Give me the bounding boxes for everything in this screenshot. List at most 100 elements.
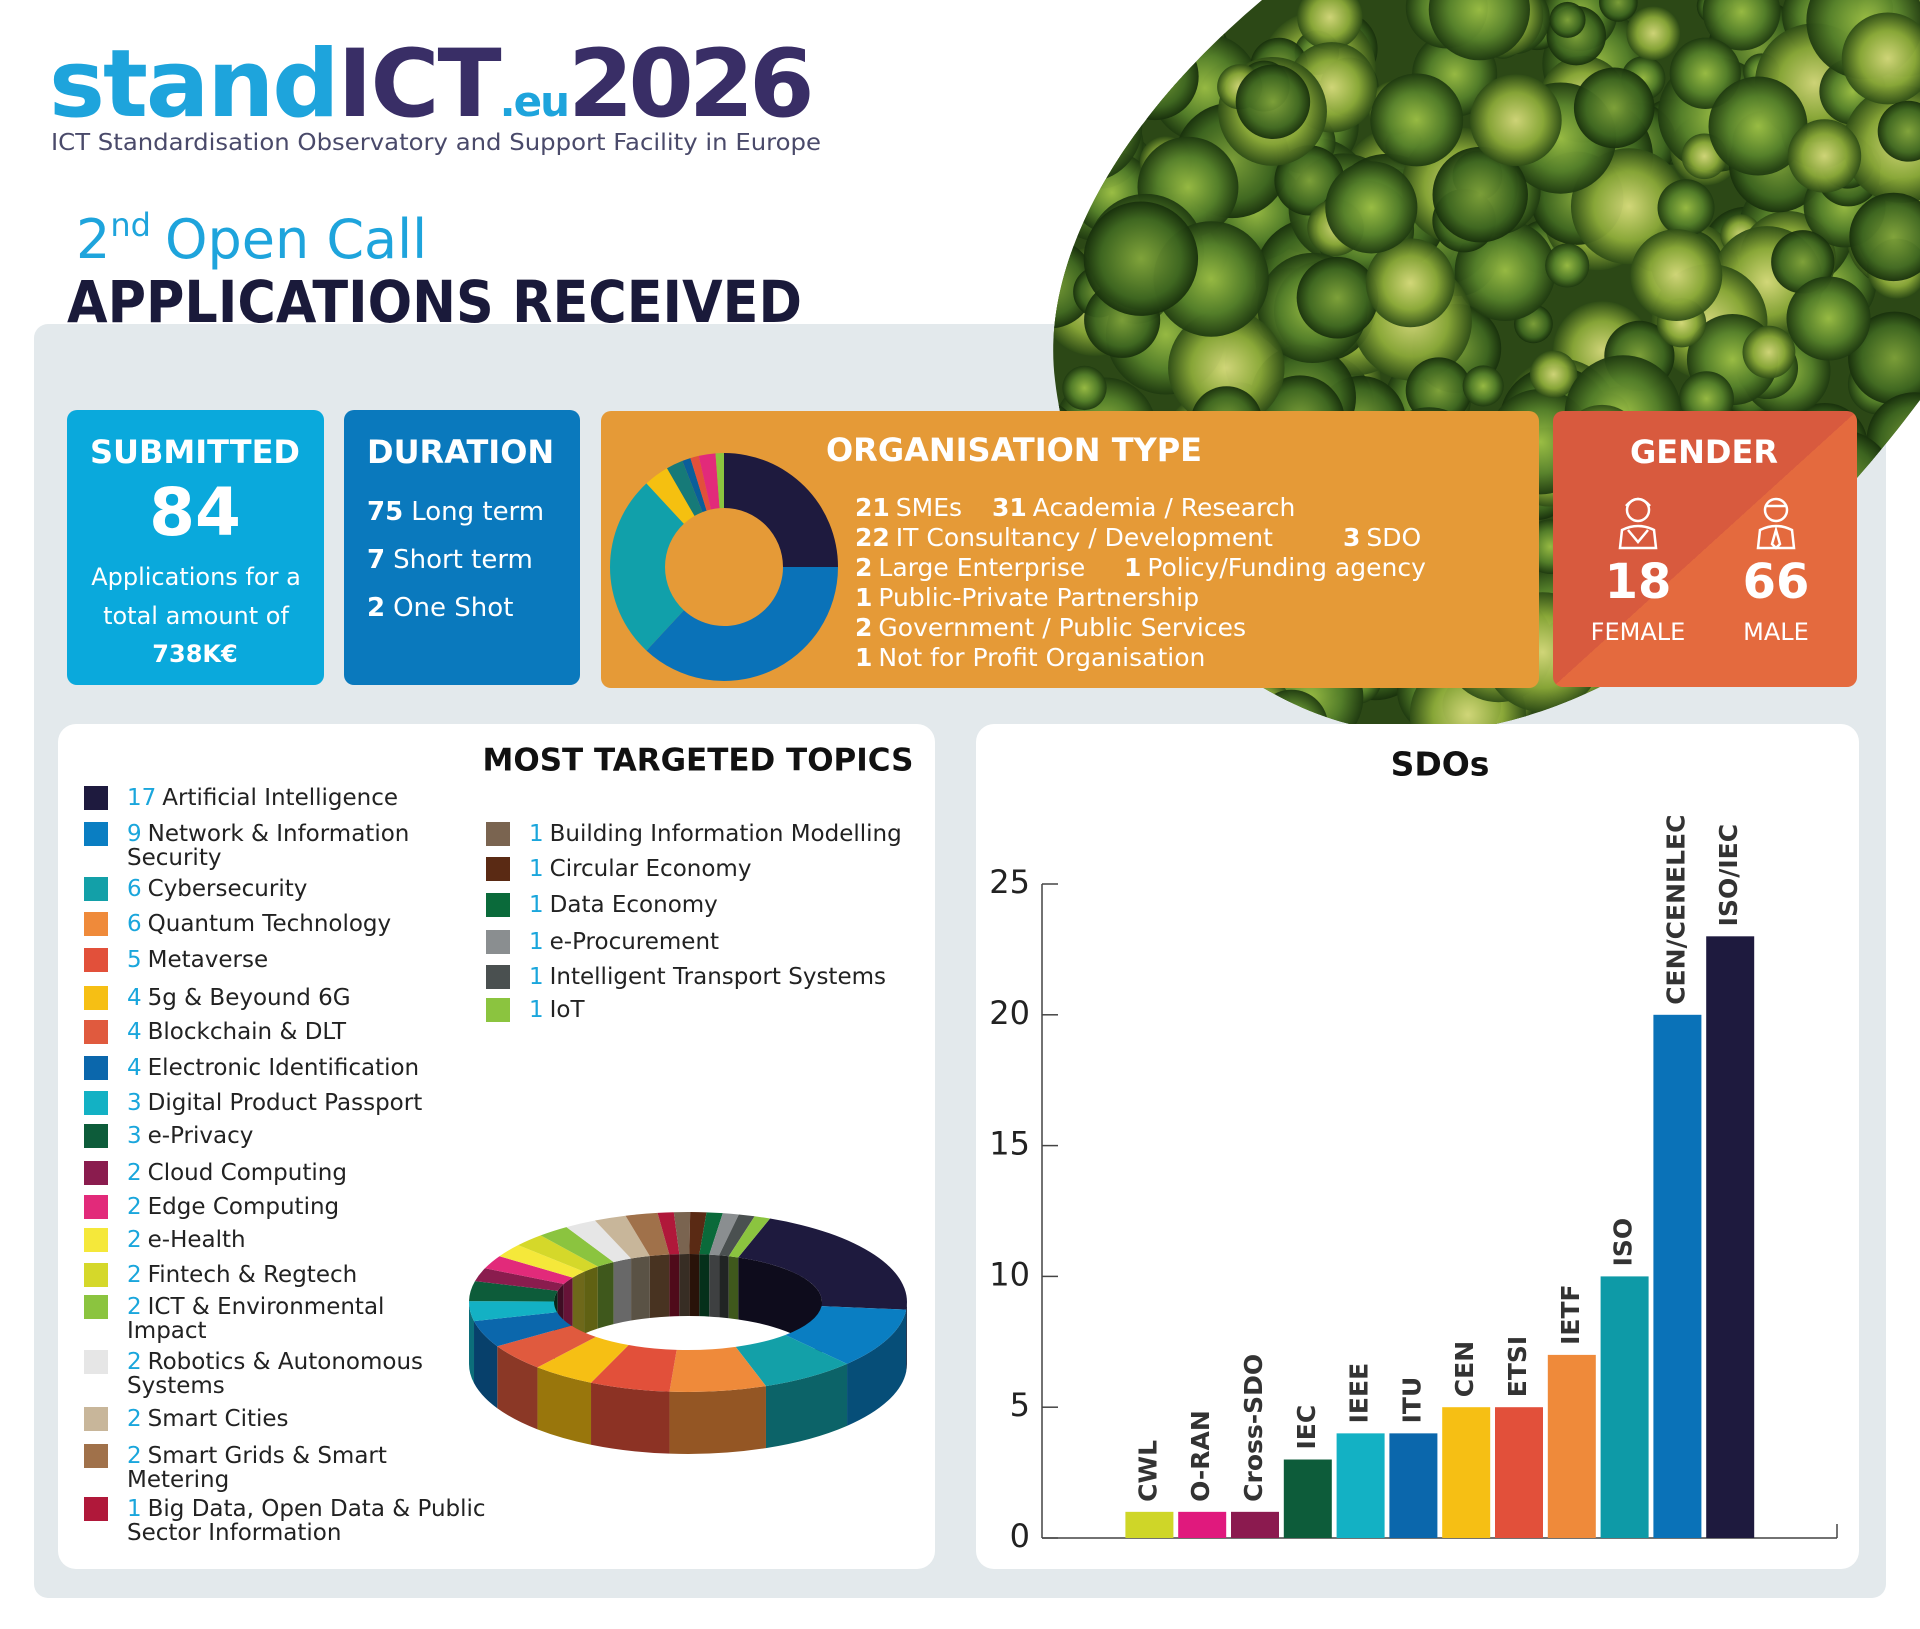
legend-label: Academia / Research [1033, 493, 1296, 522]
legend-item: 3 e-Privacy [84, 1124, 445, 1148]
legend-label: IoT [549, 997, 585, 1023]
tagline: ICT Standardisation Observatory and Supp… [51, 130, 821, 156]
legend-label: IT Consultancy / Development [896, 523, 1273, 552]
donut-slice [673, 1212, 691, 1255]
bar-label: CEN/CENELEC [1661, 815, 1690, 1005]
legend-swatch [84, 1195, 108, 1219]
donut-slice [682, 458, 707, 513]
legend-item: 2 Large Enterprise [855, 553, 1085, 582]
tree-crown [1053, 35, 1074, 99]
topics-title: MOST TARGETED TOPICS [483, 743, 914, 779]
legend-label: Edge Computing [147, 1194, 340, 1220]
tree-crown [1432, 146, 1528, 243]
bar-label: O-RAN [1186, 1410, 1215, 1502]
legend-item: 1 Building Information Modelling [486, 822, 909, 846]
y-tick-label: 10 [989, 1255, 1030, 1293]
legend-swatch [84, 1350, 108, 1374]
legend-label: Smart Cities [147, 1406, 289, 1432]
legend-item: 1 Data Economy [486, 893, 909, 917]
legend-value: 1 [529, 821, 544, 847]
donut-slice [497, 1325, 596, 1368]
tree-crown [1111, 32, 1199, 121]
submitted-title: SUBMITTED [90, 433, 300, 471]
duration-box [344, 410, 580, 685]
legend-label: Cybersecurity [147, 876, 308, 902]
duration-label: One Shot [393, 593, 513, 623]
legend-item: 3 SDO [1343, 523, 1421, 552]
legend-text: 2 e-Health [127, 1228, 445, 1252]
org-box [601, 411, 1539, 688]
tree-crown [1053, 239, 1095, 329]
legend-label: e-Health [147, 1227, 246, 1253]
donut-slice [591, 1345, 677, 1392]
donut-slice [689, 1212, 707, 1255]
legend-swatch [84, 1091, 108, 1115]
inner-wall [572, 1271, 585, 1340]
legend-swatch [84, 1407, 108, 1431]
tree-crown [1849, 192, 1920, 282]
legend-item: 1 Policy/Funding agency [1124, 553, 1426, 582]
legend-text: 1 Data Economy [529, 893, 909, 917]
legend-label: ICT & Environmental Impact [127, 1294, 385, 1344]
donut-slice [699, 1212, 723, 1255]
legend-item: 4 Blockchain & DLT [84, 1020, 445, 1044]
legend-swatch [486, 893, 510, 917]
donut-slice [610, 483, 684, 651]
legend-value: 5 [127, 947, 142, 973]
inner-wall [669, 1254, 680, 1317]
tree-crown [1428, 0, 1530, 61]
inner-wall [719, 1255, 729, 1319]
main-title: APPLICATIONS RECEIVED [67, 268, 802, 336]
bar [1547, 1354, 1596, 1538]
legend-item: 4 Electronic Identification [84, 1056, 445, 1080]
legend-label: Electronic Identification [147, 1055, 420, 1081]
legend-text: 4 Electronic Identification [127, 1056, 445, 1080]
donut-slice [537, 1336, 629, 1383]
legend-item: 9 Network & Information Security [84, 822, 445, 870]
tree-crown [1235, 64, 1311, 140]
tree-crown [1462, 365, 1504, 407]
submitted-count: 84 [149, 474, 241, 551]
donut-slice [469, 1281, 558, 1302]
legend-swatch [486, 965, 510, 989]
y-tick-label: 5 [1010, 1386, 1030, 1424]
bar [1706, 936, 1755, 1538]
legend-value: 3 [1343, 523, 1360, 552]
tree-crown [1742, 325, 1796, 379]
donut-slice [518, 1235, 598, 1272]
tree-crown [1370, 73, 1464, 167]
donut-slice [669, 1346, 766, 1392]
bar-label: IEC [1292, 1405, 1321, 1450]
legend-value: 1 [529, 964, 544, 990]
inner-wall [584, 1266, 598, 1334]
tree-crown [1545, 243, 1590, 288]
donut-slice [540, 1227, 614, 1267]
donut-slice [657, 1212, 680, 1255]
legend-label: Not for Profit Organisation [878, 643, 1205, 672]
duration-value: 2 [367, 593, 385, 623]
legend-text: 5 Metaverse [127, 948, 445, 972]
legend-swatch [84, 1124, 108, 1148]
outer-wall [669, 1386, 766, 1454]
legend-label: Government / Public Services [878, 613, 1246, 642]
legend-label: Blockchain & DLT [147, 1019, 347, 1045]
legend-value: 2 [855, 553, 872, 582]
legend-value: 1 [529, 929, 544, 955]
legend-label: SMEs [896, 493, 962, 522]
legend-text: 2 Smart Grids & Smart Metering [127, 1444, 445, 1492]
legend-label: Fintech & Regtech [147, 1262, 358, 1288]
duration-item: 75 Long term [367, 497, 544, 527]
bar-label: ETSI [1503, 1336, 1532, 1397]
outer-wall [906, 1302, 907, 1372]
bar [1178, 1511, 1227, 1538]
legend-value: 2 [127, 1160, 142, 1186]
legend-label: Metaverse [147, 947, 269, 973]
legend-item: 2 Robotics & Autonomous Systems [84, 1350, 445, 1398]
bar-label: IEEE [1345, 1363, 1374, 1424]
male-icon [1756, 497, 1796, 550]
male-count: 66 [1743, 554, 1810, 610]
donut-slice [715, 453, 724, 509]
tree-crown [1529, 350, 1578, 398]
male-label: MALE [1743, 618, 1809, 646]
inner-wall [679, 1254, 690, 1317]
